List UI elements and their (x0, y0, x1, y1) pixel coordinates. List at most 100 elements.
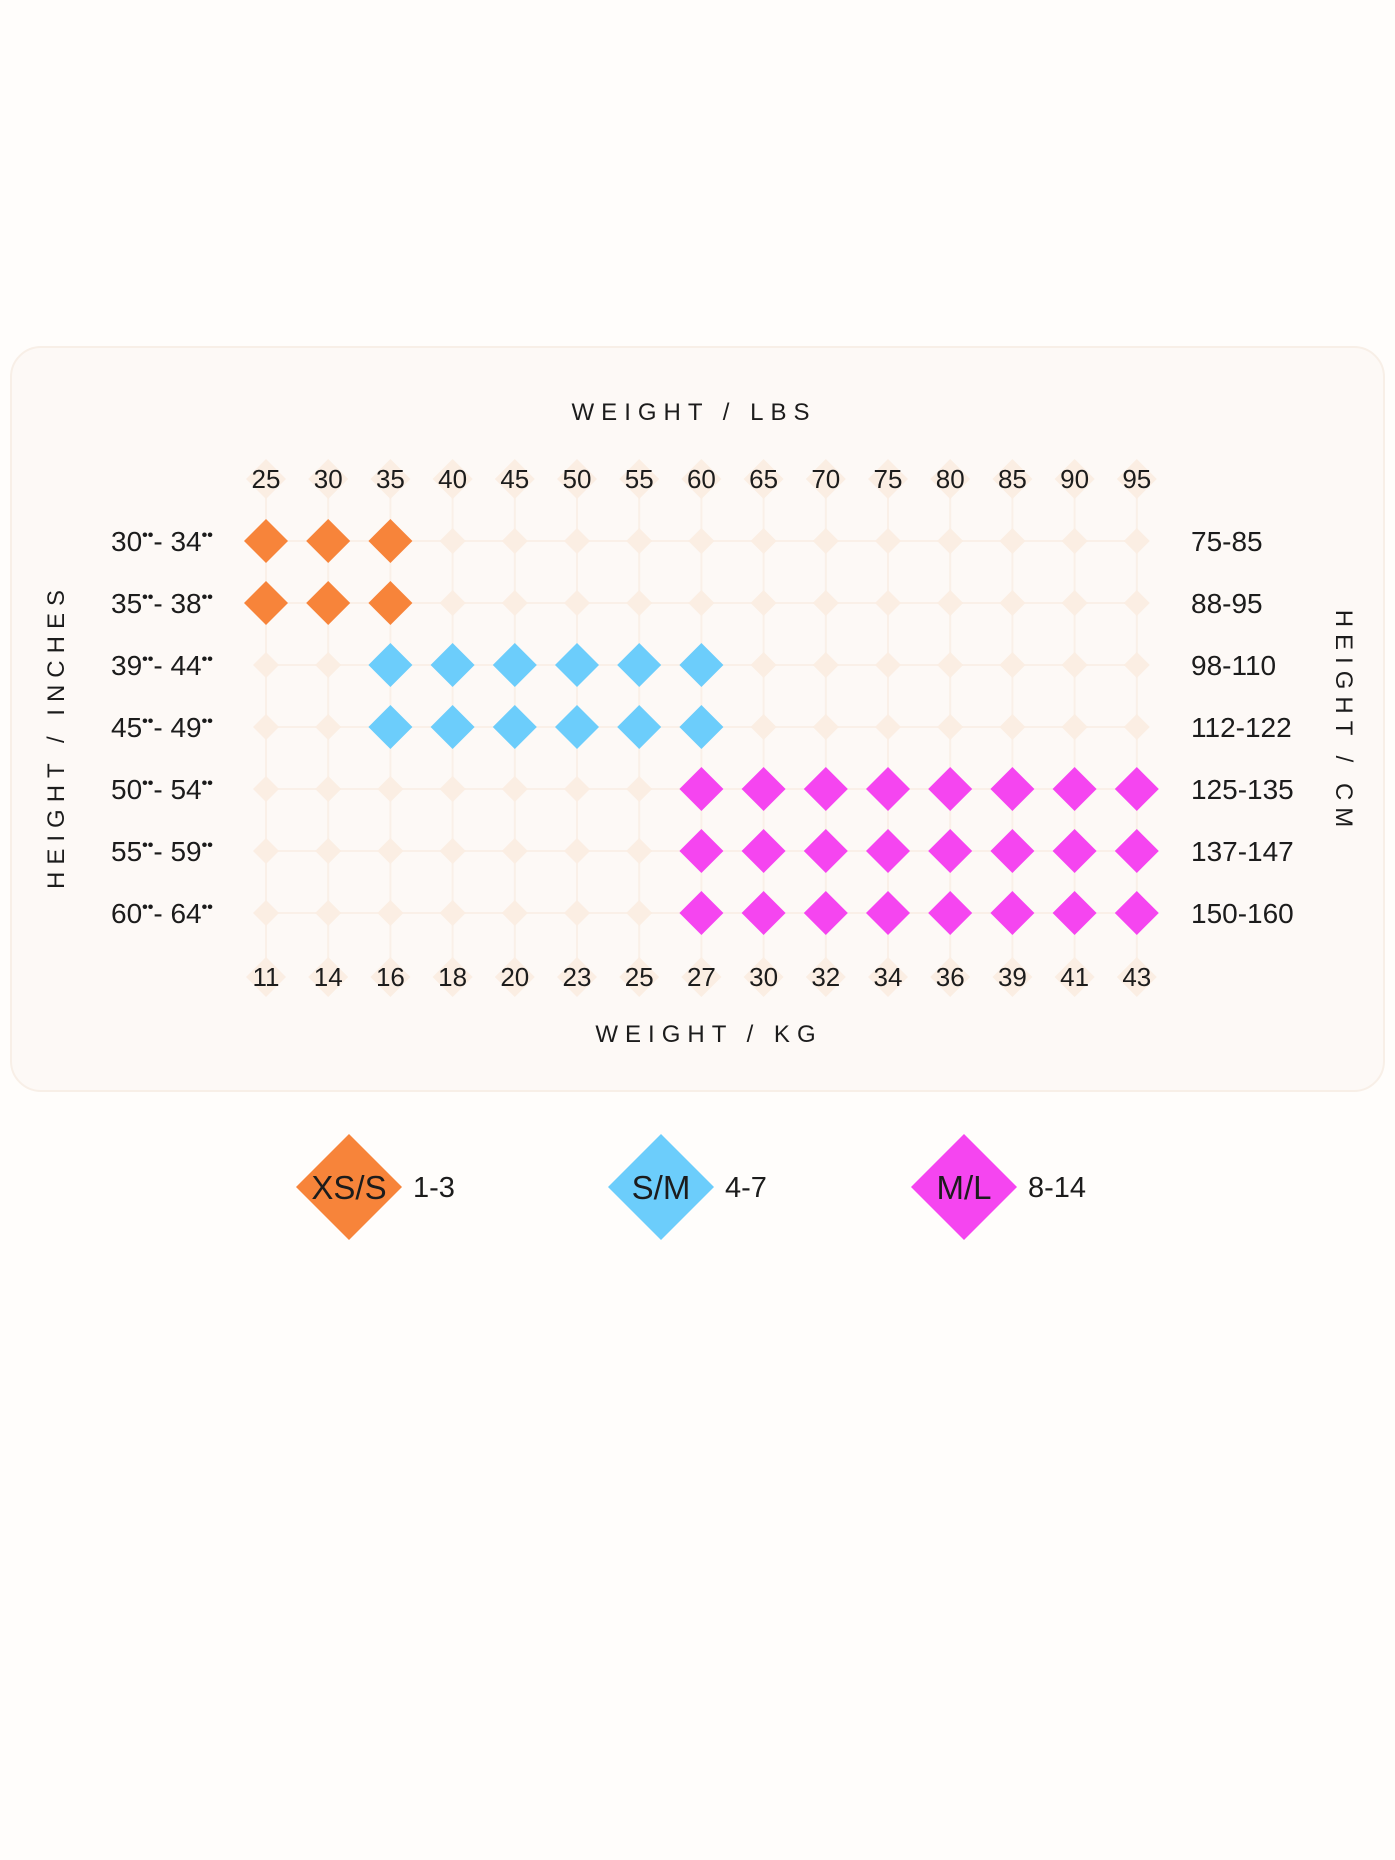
size-cell-xs-s (368, 519, 413, 563)
legend-badge (911, 1134, 1017, 1240)
kg-tick-label: 43 (1122, 962, 1151, 992)
size-cell-m-l (803, 829, 848, 873)
kg-tick-label: 11 (253, 962, 280, 992)
size-cell-xs-s (244, 519, 288, 563)
empty-cell (999, 714, 1026, 740)
empty-cell (1061, 652, 1088, 678)
size-cell-m-l (1052, 891, 1097, 935)
height-cm-label: 88-95 (1191, 588, 1263, 619)
size-cell-m-l (741, 767, 786, 811)
empty-cell (875, 652, 901, 678)
bottom-tick-labels: 11 14 16 18 20 23 25 27 30 32 34 36 39 41 43 (246, 957, 1157, 997)
lbs-tick-marker (557, 459, 597, 499)
empty-cell (750, 652, 777, 678)
size-cell-s-m (679, 705, 724, 749)
empty-cell (875, 590, 901, 616)
size-cell-s-m (679, 643, 724, 687)
legend-size-label: XS/S (311, 1169, 386, 1206)
kg-tick-label: 36 (936, 962, 965, 992)
lbs-tick-marker (681, 459, 722, 499)
size-cell-m-l (679, 829, 724, 873)
empty-cell (812, 652, 839, 678)
empty-cell (253, 714, 279, 740)
size-cell-s-m (555, 643, 599, 687)
empty-cell (564, 838, 590, 864)
empty-cell (937, 652, 964, 678)
size-cell-m-l (741, 891, 786, 935)
size-cell-m-l (803, 767, 848, 811)
legend-badge (608, 1134, 714, 1240)
empty-cell (626, 900, 653, 926)
empty-cell (937, 714, 964, 740)
empty-cell (564, 528, 590, 554)
kg-tick-label: 16 (376, 962, 405, 992)
lbs-tick-label: 65 (749, 464, 778, 494)
height-cm-label: 75-85 (1191, 526, 1263, 557)
height-inches-label: 39••- 44•• (111, 650, 213, 681)
empty-cell (377, 900, 404, 926)
lbs-tick-marker (494, 459, 535, 499)
size-cell-xs-s (306, 581, 351, 625)
empty-cell (1123, 528, 1150, 554)
top-axis-title: WEIGHT / LBS (572, 399, 817, 426)
kg-tick-label: 39 (998, 962, 1027, 992)
kg-tick-marker (743, 957, 784, 997)
legend-badge (296, 1134, 402, 1240)
kg-tick-marker (868, 957, 908, 997)
height-inches-label: 45••- 49•• (111, 712, 213, 743)
size-cell-s-m (368, 643, 413, 687)
empty-cell (999, 590, 1026, 616)
kg-tick-label: 25 (625, 962, 654, 992)
size-cell-m-l (866, 829, 910, 873)
empty-cell (253, 776, 279, 802)
lbs-tick-marker (1116, 459, 1157, 499)
size-cell-xs-s (306, 519, 351, 563)
size-cell-s-m (617, 705, 662, 749)
size-cell-m-l (1114, 767, 1159, 811)
lbs-tick-label: 95 (1122, 464, 1151, 494)
kg-tick-marker (1054, 957, 1095, 997)
lbs-tick-label: 80 (936, 464, 965, 494)
size-cell-m-l (928, 767, 973, 811)
size-cell-s-m (430, 705, 475, 749)
kg-tick-label: 18 (438, 962, 467, 992)
empty-cell (315, 652, 342, 678)
kg-tick-label: 41 (1060, 962, 1089, 992)
empty-cell (750, 528, 777, 554)
lbs-tick-label: 55 (625, 464, 654, 494)
kg-tick-marker (681, 957, 722, 997)
lbs-tick-label: 60 (687, 464, 716, 494)
empty-cell (564, 900, 590, 926)
empty-cell (626, 776, 653, 802)
empty-cell (626, 528, 653, 554)
empty-cell (501, 590, 528, 616)
size-cell-m-l (1052, 767, 1097, 811)
empty-cell (439, 528, 466, 554)
lbs-tick-marker (1054, 459, 1095, 499)
empty-cell (315, 776, 342, 802)
empty-cell (688, 590, 715, 616)
left-axis-title: HEIGHT / INCHES (43, 583, 70, 889)
kg-tick-label: 30 (749, 962, 778, 992)
empty-cell (937, 528, 964, 554)
empty-cell (501, 838, 528, 864)
kg-tick-marker (557, 957, 597, 997)
empty-cell (812, 590, 839, 616)
lbs-tick-label: 50 (563, 464, 592, 494)
empty-cell (750, 590, 777, 616)
kg-tick-marker (619, 957, 660, 997)
kg-tick-label: 20 (500, 962, 529, 992)
empty-cell (253, 838, 279, 864)
kg-tick-marker (992, 957, 1033, 997)
lbs-tick-marker (308, 459, 349, 499)
size-cell-s-m (617, 643, 662, 687)
size-cell-m-l (990, 829, 1035, 873)
size-cell-m-l (928, 891, 973, 935)
empty-cell (439, 838, 466, 864)
height-inches-label: 35••- 38•• (111, 588, 213, 619)
right-axis-title: HEIGHT / CM (1330, 610, 1357, 835)
empty-cell (1123, 652, 1150, 678)
empty-cell (315, 714, 342, 740)
empty-cell (750, 714, 777, 740)
